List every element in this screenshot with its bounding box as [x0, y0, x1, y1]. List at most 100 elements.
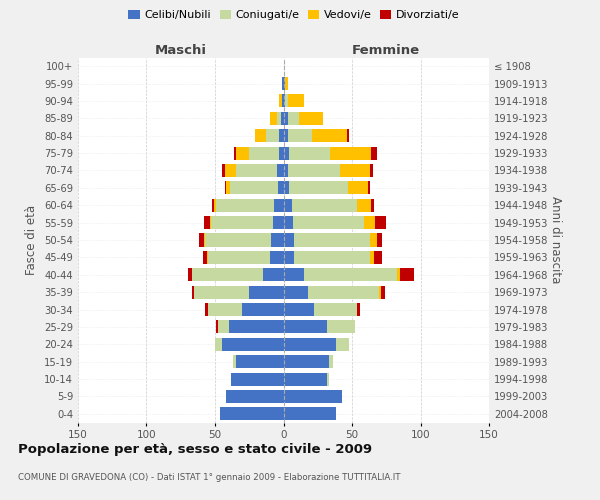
Bar [284, 286, 308, 298]
Bar [266, 129, 280, 142]
Bar [304, 268, 397, 281]
Bar [314, 303, 358, 316]
Bar [270, 112, 277, 125]
Bar [214, 198, 217, 212]
Bar [370, 234, 377, 246]
Text: Femmine: Femmine [352, 44, 421, 58]
Bar [224, 182, 226, 194]
Bar [284, 182, 289, 194]
Bar [285, 94, 287, 108]
Bar [284, 251, 295, 264]
Bar [284, 338, 335, 351]
Bar [328, 320, 355, 334]
Bar [222, 338, 284, 351]
Bar [284, 408, 335, 420]
Bar [205, 303, 208, 316]
Bar [377, 234, 382, 246]
Bar [374, 251, 382, 264]
Bar [277, 112, 281, 125]
Bar [371, 198, 374, 212]
Bar [284, 94, 285, 108]
Bar [348, 182, 368, 194]
Bar [205, 234, 271, 246]
Bar [203, 251, 207, 264]
Bar [211, 216, 272, 229]
Bar [284, 355, 329, 368]
Bar [188, 268, 192, 281]
Bar [236, 355, 284, 368]
Bar [328, 372, 329, 386]
Bar [295, 234, 370, 246]
Bar [270, 251, 284, 264]
Bar [280, 146, 284, 160]
Bar [192, 268, 263, 281]
Bar [287, 164, 340, 177]
Bar [381, 286, 385, 298]
Y-axis label: Fasce di età: Fasce di età [25, 205, 38, 275]
Bar [212, 198, 214, 212]
Bar [271, 234, 284, 246]
Bar [400, 268, 413, 281]
Text: Popolazione per età, sesso e stato civile - 2009: Popolazione per età, sesso e stato civil… [18, 442, 372, 456]
Text: Maschi: Maschi [155, 44, 207, 58]
Bar [242, 303, 284, 316]
Bar [274, 198, 284, 212]
Bar [204, 216, 209, 229]
Bar [272, 216, 284, 229]
Bar [358, 198, 371, 212]
Bar [207, 251, 208, 264]
Bar [282, 94, 284, 108]
Bar [335, 338, 349, 351]
Bar [330, 146, 371, 160]
Bar [236, 146, 249, 160]
Bar [194, 286, 249, 298]
Bar [284, 216, 293, 229]
Y-axis label: Anni di nascita: Anni di nascita [549, 196, 562, 284]
Bar [299, 112, 323, 125]
Bar [368, 182, 370, 194]
Bar [226, 182, 230, 194]
Bar [278, 182, 284, 194]
Bar [233, 355, 236, 368]
Bar [236, 164, 277, 177]
Bar [284, 268, 304, 281]
Bar [220, 408, 284, 420]
Bar [217, 320, 218, 334]
Bar [347, 129, 349, 142]
Bar [308, 286, 379, 298]
Bar [284, 390, 343, 403]
Bar [329, 355, 333, 368]
Bar [289, 182, 348, 194]
Bar [370, 251, 374, 264]
Bar [222, 164, 224, 177]
Bar [234, 146, 236, 160]
Bar [375, 216, 386, 229]
Bar [284, 77, 285, 90]
Bar [280, 129, 284, 142]
Bar [284, 372, 328, 386]
Text: COMUNE DI GRAVEDONA (CO) - Dati ISTAT 1° gennaio 2009 - Elaborazione TUTTITALIA.: COMUNE DI GRAVEDONA (CO) - Dati ISTAT 1°… [18, 472, 401, 482]
Bar [284, 234, 295, 246]
Bar [379, 286, 381, 298]
Bar [282, 77, 284, 90]
Bar [199, 234, 204, 246]
Bar [284, 146, 289, 160]
Bar [340, 164, 370, 177]
Bar [232, 372, 284, 386]
Bar [284, 129, 287, 142]
Bar [284, 303, 314, 316]
Bar [358, 303, 360, 316]
Bar [370, 164, 373, 177]
Bar [209, 216, 211, 229]
Bar [295, 251, 370, 264]
Bar [229, 320, 284, 334]
Bar [287, 129, 312, 142]
Bar [255, 129, 266, 142]
Bar [284, 164, 287, 177]
Bar [208, 303, 242, 316]
Bar [284, 198, 292, 212]
Bar [249, 286, 284, 298]
Bar [208, 251, 270, 264]
Bar [281, 112, 284, 125]
Bar [285, 77, 287, 90]
